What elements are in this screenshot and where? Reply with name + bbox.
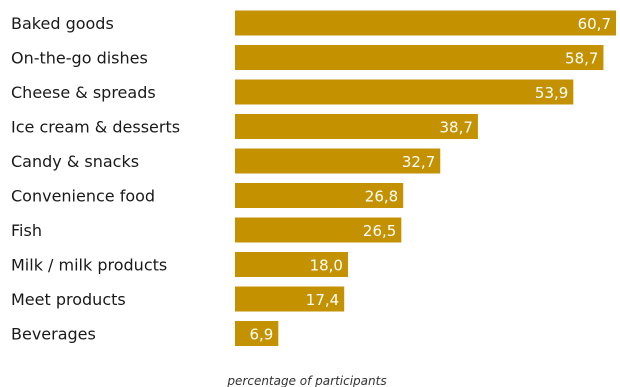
category-label: Fish	[11, 221, 42, 240]
bar	[235, 252, 348, 277]
value-label: 32,7	[402, 153, 435, 171]
bar	[235, 286, 345, 312]
category-label: Baked goods	[11, 14, 114, 33]
value-label: 18,0	[310, 257, 343, 275]
category-label: Beverages	[11, 325, 96, 344]
bar	[235, 79, 574, 105]
bar	[235, 183, 404, 208]
bar	[235, 148, 441, 174]
value-label: 60,7	[578, 15, 611, 33]
bar	[235, 114, 478, 139]
value-label: 6,9	[249, 326, 273, 344]
category-label: Convenience food	[11, 187, 155, 206]
category-label: On-the-go dishes	[11, 49, 148, 68]
value-label: 58,7	[565, 50, 598, 68]
category-label: Cheese & spreads	[11, 83, 156, 102]
x-axis-title: percentage of participants	[226, 374, 386, 387]
category-label: Meet products	[11, 290, 126, 309]
bar	[235, 321, 279, 346]
value-label: 53,9	[535, 84, 568, 102]
category-label: Milk / milk products	[11, 256, 167, 275]
bar	[235, 45, 604, 70]
value-label: 17,4	[306, 291, 339, 309]
value-label: 26,8	[365, 188, 398, 206]
value-label: 26,5	[363, 222, 396, 240]
bars-group: Baked goods 60,7 On-the-go dishes 58,7 Chees…	[11, 10, 616, 346]
category-label: Ice cream & desserts	[11, 118, 180, 137]
category-label: Candy & snacks	[11, 152, 139, 171]
value-label: 38,7	[440, 119, 473, 137]
bar	[235, 10, 616, 36]
bar	[235, 217, 402, 243]
